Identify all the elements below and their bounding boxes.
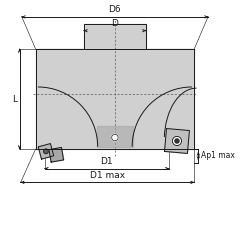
- Polygon shape: [96, 126, 133, 147]
- Text: D1 max: D1 max: [90, 171, 125, 180]
- Polygon shape: [146, 49, 194, 54]
- Text: Ap1 max: Ap1 max: [201, 151, 235, 160]
- Polygon shape: [49, 147, 64, 162]
- Circle shape: [172, 136, 182, 146]
- Text: D1: D1: [101, 157, 113, 166]
- Polygon shape: [38, 144, 54, 159]
- Circle shape: [112, 134, 118, 141]
- Text: L: L: [12, 95, 17, 103]
- Circle shape: [44, 149, 48, 154]
- Polygon shape: [36, 49, 84, 54]
- Text: D: D: [111, 19, 118, 28]
- Circle shape: [175, 139, 179, 143]
- Text: D6: D6: [109, 5, 121, 14]
- Polygon shape: [84, 24, 146, 49]
- Polygon shape: [36, 49, 194, 149]
- Polygon shape: [164, 129, 189, 153]
